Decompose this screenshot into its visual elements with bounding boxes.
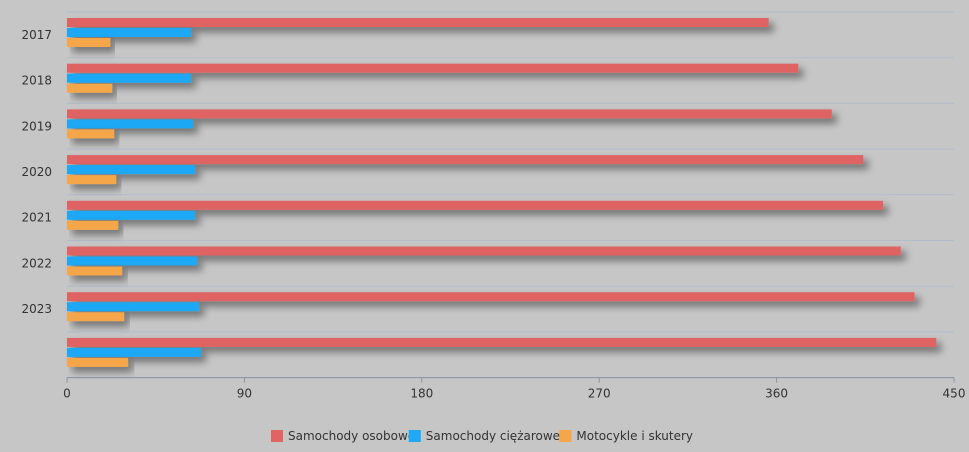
legend-label: Samochody osobowe xyxy=(288,429,415,443)
bar xyxy=(67,165,196,175)
y-tick-label: 2017 xyxy=(21,28,52,42)
bar xyxy=(67,347,202,357)
bar xyxy=(67,155,864,165)
bar xyxy=(67,292,915,302)
bar xyxy=(67,38,111,47)
legend-label: Motocykle i skutery xyxy=(576,429,693,443)
legend-swatch xyxy=(271,430,283,442)
bar xyxy=(67,175,117,185)
bar xyxy=(67,220,119,230)
x-tick-label: 270 xyxy=(588,387,611,401)
legend: Samochody osobowe Samochody ciężarowe Moto… xyxy=(271,429,693,443)
axes: 2017 2018 2019 2020 2021 2022 2023 0 90 180 270 360… xyxy=(21,28,965,401)
y-tick-label: 2022 xyxy=(21,256,52,270)
bar xyxy=(67,129,115,139)
bar xyxy=(67,200,884,210)
bar xyxy=(67,210,196,220)
bar xyxy=(67,337,937,347)
y-tick-label: 2020 xyxy=(21,165,52,179)
x-tick-label: 450 xyxy=(943,387,966,401)
legend-swatch xyxy=(408,430,421,442)
bar xyxy=(67,109,832,119)
x-tick-label: 180 xyxy=(410,387,433,401)
bar xyxy=(67,266,123,276)
bar xyxy=(67,73,192,83)
y-tick-label: 2019 xyxy=(21,119,52,133)
bar xyxy=(67,246,901,256)
bar xyxy=(67,256,198,266)
bar xyxy=(67,28,192,37)
bar xyxy=(67,302,200,312)
legend-label: Samochody ciężarowe xyxy=(426,429,560,443)
bar xyxy=(67,357,129,367)
x-tick-label: 90 xyxy=(237,387,252,401)
bar xyxy=(67,83,113,93)
bar xyxy=(67,119,194,129)
legend-swatch xyxy=(559,430,572,442)
x-tick-label: 360 xyxy=(765,387,788,401)
x-tick-label: 0 xyxy=(63,387,71,401)
bar xyxy=(67,312,125,322)
bars xyxy=(67,18,937,367)
y-tick-label: 2018 xyxy=(21,74,52,88)
bar xyxy=(67,63,799,73)
y-tick-label: 2021 xyxy=(21,211,52,225)
y-tick-label: 2023 xyxy=(21,302,52,316)
bar xyxy=(67,18,769,27)
